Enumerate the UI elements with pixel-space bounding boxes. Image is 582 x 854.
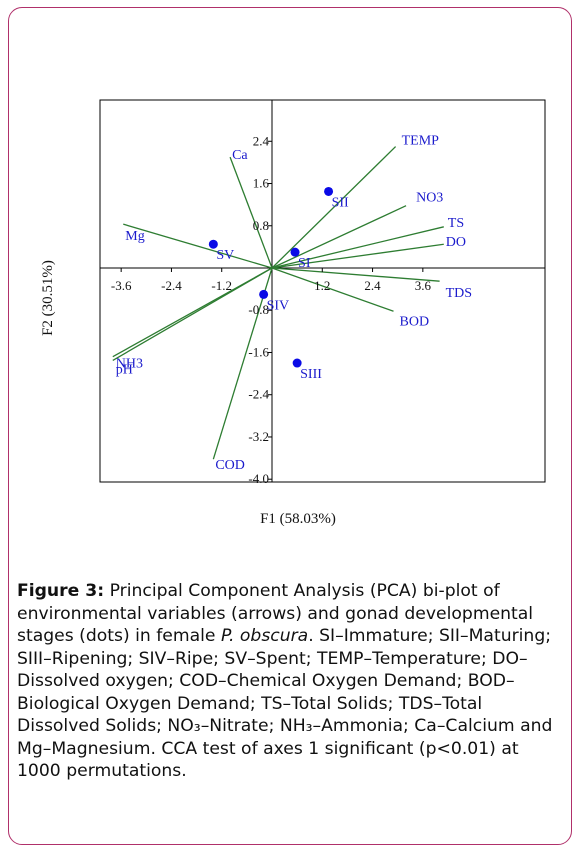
stage-point	[259, 289, 269, 299]
variable-arrow	[271, 146, 397, 269]
stage-label: SII	[332, 195, 349, 210]
variable-arrow	[271, 243, 444, 269]
x-tick-label: -2.4	[161, 278, 182, 293]
variable-arrow	[271, 267, 394, 312]
plot-area-border	[99, 99, 546, 483]
y-tick-label: -4.0	[248, 471, 269, 486]
variable-arrow	[271, 205, 407, 269]
stage-label: SIV	[267, 298, 290, 313]
caption-text-a: Principal Component Analysis (PCA) bi-pl…	[17, 581, 534, 646]
figure-caption: Figure 3: Principal Component Analysis (…	[17, 580, 565, 783]
x-tick-label: 1.2	[314, 278, 330, 293]
variable-label: NH3	[116, 357, 143, 372]
y-tick-label: -2.4	[248, 387, 269, 402]
stage-point	[208, 239, 218, 249]
y-tick-label: 1.6	[253, 176, 270, 191]
stage-label: SIII	[300, 367, 322, 382]
y-tick-label: -3.2	[248, 429, 269, 444]
caption-label: Figure 3:	[17, 581, 105, 601]
variable-label: NO3	[416, 191, 443, 206]
variable-label: BOD	[400, 314, 430, 329]
stage-point	[292, 358, 302, 368]
variable-label: pH	[116, 362, 133, 377]
x-tick-label: -3.6	[111, 278, 132, 293]
variable-label: DO	[446, 235, 466, 250]
variable-label: TDS	[446, 286, 472, 301]
variable-arrow	[229, 156, 273, 269]
x-axis-title: F1 (58.03%)	[260, 511, 336, 527]
variable-label: COD	[215, 458, 245, 473]
y-tick-label: -0.8	[248, 302, 269, 317]
caption-species: P. obscura	[220, 626, 309, 646]
variable-arrow	[271, 226, 444, 269]
stage-point	[324, 186, 334, 196]
y-axis-title: F2 (30.51%)	[40, 260, 56, 336]
variable-arrow	[271, 267, 440, 282]
stage-label: SV	[216, 248, 234, 263]
caption-text-b: . SI–Immature; SII–Maturing; SIII–Ripeni…	[17, 626, 553, 781]
variable-label: TS	[448, 216, 464, 231]
variable-arrow	[212, 267, 273, 460]
y-tick-label: 0.8	[253, 218, 269, 233]
variable-label: TEMP	[402, 134, 440, 149]
stage-point	[290, 247, 300, 257]
x-tick-label: -1.2	[211, 278, 232, 293]
x-tick-label: 2.4	[364, 278, 381, 293]
variable-label: Mg	[125, 229, 144, 244]
stage-label: SI	[298, 256, 311, 271]
x-tick-label: 3.6	[415, 278, 432, 293]
y-tick-label: -1.6	[248, 344, 269, 359]
variable-arrow	[123, 223, 273, 269]
variable-arrow	[112, 267, 273, 361]
y-tick-label: 2.4	[253, 133, 270, 148]
figure-frame	[8, 7, 572, 845]
variable-label: Ca	[232, 148, 248, 163]
